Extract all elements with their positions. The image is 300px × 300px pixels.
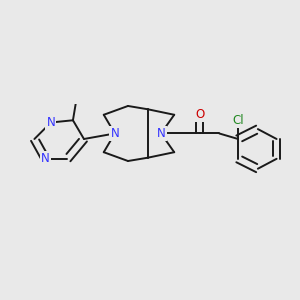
Text: Cl: Cl	[232, 114, 244, 127]
Text: N: N	[110, 127, 119, 140]
Text: N: N	[157, 127, 165, 140]
Text: O: O	[195, 108, 204, 121]
Text: N: N	[41, 152, 50, 165]
Text: N: N	[46, 116, 55, 129]
